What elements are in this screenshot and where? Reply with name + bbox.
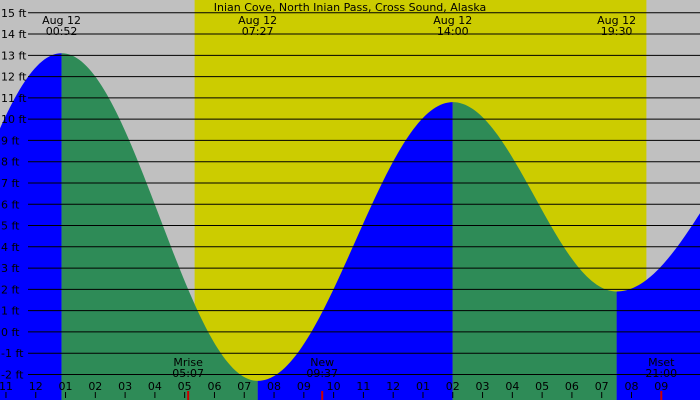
hour-tick-label: 05 [535, 380, 549, 393]
hour-tick-label: 02 [88, 380, 102, 393]
hour-tick-label: 08 [624, 380, 638, 393]
y-tick-label: 8 ft [1, 156, 20, 169]
hour-tick-label: 09 [297, 380, 311, 393]
hour-tick-label: 12 [386, 380, 400, 393]
y-tick-label: 15 ft [1, 7, 27, 20]
hour-tick-label: 04 [505, 380, 519, 393]
hour-tick-label: 01 [59, 380, 73, 393]
tide-event-date: Aug 12 [42, 14, 81, 27]
hour-tick-label: 06 [565, 380, 579, 393]
moon-event-time: 05:07 [172, 367, 204, 380]
moon-event-label: New [310, 356, 334, 369]
moon-event-label: Mrise [173, 356, 203, 369]
hour-tick-label: 11 [0, 380, 13, 393]
hour-tick-label: 06 [207, 380, 221, 393]
tide-event-date: Aug 12 [238, 14, 277, 27]
y-tick-label: 1 ft [1, 305, 20, 318]
y-tick-label: 6 ft [1, 198, 20, 211]
moon-event-time: 21:00 [645, 367, 677, 380]
y-tick-label: 0 ft [1, 326, 20, 339]
y-tick-label: 10 ft [1, 113, 27, 126]
hour-tick-label: 10 [327, 380, 341, 393]
y-tick-label: 13 ft [1, 49, 27, 62]
hour-tick-label: 07 [595, 380, 609, 393]
falling-tide-area [61, 53, 258, 400]
tide-event-time: 14:00 [437, 25, 469, 38]
tide-event-date: Aug 12 [433, 14, 472, 27]
y-tick-label: 11 ft [1, 92, 27, 105]
falling-tide-area [452, 102, 617, 400]
hour-tick-label: 02 [446, 380, 460, 393]
y-tick-label: 14 ft [1, 28, 27, 41]
y-tick-label: 9 ft [1, 134, 20, 147]
hour-tick-label: 05 [178, 380, 192, 393]
hour-tick-label: 04 [148, 380, 162, 393]
y-tick-label: 7 ft [1, 177, 20, 190]
y-tick-label: 5 ft [1, 220, 20, 233]
y-tick-label: 3 ft [1, 262, 20, 275]
hour-tick-label: 07 [237, 380, 251, 393]
moon-event-label: Mset [648, 356, 675, 369]
rising-tide-area [257, 102, 453, 400]
hour-tick-label: 08 [267, 380, 281, 393]
y-tick-label: 2 ft [1, 283, 20, 296]
tide-event-time: 00:52 [46, 25, 78, 38]
tide-event-date: Aug 12 [597, 14, 636, 27]
y-tick-label: -2 ft [1, 368, 24, 381]
hour-tick-label: 09 [654, 380, 668, 393]
tide-event-time: 07:27 [242, 25, 274, 38]
tide-event-time: 19:30 [601, 25, 633, 38]
y-tick-label: 4 ft [1, 241, 20, 254]
hour-tick-label: 11 [356, 380, 370, 393]
chart-title: Inian Cove, North Inian Pass, Cross Soun… [214, 1, 487, 14]
hour-tick-label: 12 [29, 380, 43, 393]
moon-event-time: 09:37 [306, 367, 338, 380]
y-tick-label: 12 ft [1, 71, 27, 84]
hour-tick-label: 03 [476, 380, 490, 393]
y-tick-label: -1 ft [1, 347, 24, 360]
rising-tide-area [0, 53, 62, 400]
hour-tick-label: 03 [118, 380, 132, 393]
hour-tick-label: 01 [416, 380, 430, 393]
